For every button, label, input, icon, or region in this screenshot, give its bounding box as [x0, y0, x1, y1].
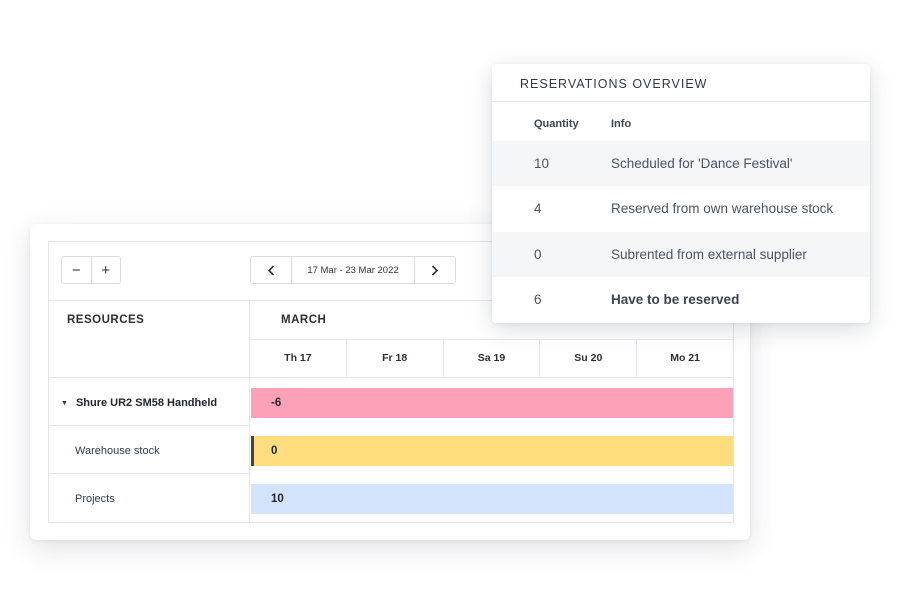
resources-header: RESOURCES	[67, 314, 145, 326]
table-row: 4 Reserved from own warehouse stock	[492, 186, 870, 231]
day-header[interactable]: Sa 19	[442, 339, 540, 377]
zoom-out-button[interactable]: −	[71, 261, 81, 279]
resource-row-shure-ur2[interactable]: ▼ Shure UR2 SM58 Handheld	[61, 394, 217, 412]
info-cell: Subrented from external supplier	[611, 247, 807, 262]
day-header[interactable]: Th 17	[284, 352, 312, 364]
resource-row-warehouse-stock[interactable]: Warehouse stock	[75, 442, 160, 460]
toolbar-divider	[49, 300, 733, 301]
month-divider	[250, 339, 733, 340]
chevron-left-icon	[267, 264, 275, 276]
month-label: MARCH	[281, 314, 327, 326]
row-divider	[49, 425, 250, 426]
popup-title: RESERVATIONS OVERVIEW	[520, 77, 708, 91]
quantity-cell: 0	[534, 247, 542, 262]
zoom-in-button[interactable]: +	[90, 257, 121, 283]
next-week-button[interactable]	[415, 257, 455, 283]
info-cell: Reserved from own warehouse stock	[611, 201, 834, 216]
quantity-cell: 6	[534, 292, 542, 307]
quantity-column-header: Quantity	[534, 118, 579, 130]
availability-bar-projects[interactable]: 10	[251, 484, 733, 514]
day-header-row: Th 17 Fr 18 Sa 19 Su 20 Mo 21	[250, 339, 733, 377]
popup-divider	[492, 101, 870, 102]
caret-down-icon[interactable]: ▼	[61, 399, 68, 407]
info-column-header: Info	[611, 118, 632, 130]
resource-name: Projects	[75, 493, 115, 505]
planner-toolbar: − + 17 Mar - 23 Mar 2022	[49, 242, 733, 300]
chevron-right-icon	[431, 264, 439, 276]
bar-value: 10	[271, 493, 284, 505]
table-row: 10 Scheduled for 'Dance Festival'	[492, 141, 870, 186]
info-cell: Have to be reserved	[611, 292, 740, 307]
table-row: 6 Have to be reserved	[492, 277, 870, 322]
quantity-cell: 10	[534, 156, 550, 171]
resource-name: Warehouse stock	[75, 445, 160, 457]
quantity-cell: 4	[534, 201, 542, 216]
reservations-overview-popup: RESERVATIONS OVERVIEW Quantity Info 10 S…	[492, 64, 870, 323]
header-divider	[49, 377, 733, 378]
day-header[interactable]: Su 20	[539, 339, 636, 377]
day-header[interactable]: Fr 18	[345, 339, 443, 377]
column-divider	[249, 300, 250, 522]
row-divider	[49, 473, 250, 474]
availability-bar-warehouse-stock[interactable]: 0	[251, 436, 733, 466]
resource-name: Shure UR2 SM58 Handheld	[75, 397, 218, 409]
bar-value: -6	[271, 397, 282, 409]
planner-grid: − + 17 Mar - 23 Mar 2022	[48, 241, 734, 523]
date-navigator: 17 Mar - 23 Mar 2022	[250, 256, 456, 284]
info-cell: Scheduled for 'Dance Festival'	[611, 156, 793, 171]
bar-value: 0	[271, 445, 278, 457]
date-range-label[interactable]: 17 Mar - 23 Mar 2022	[291, 257, 415, 283]
table-row: 0 Subrented from external supplier	[492, 232, 870, 277]
day-header[interactable]: Mo 21	[636, 339, 733, 377]
previous-week-button[interactable]	[251, 257, 291, 283]
zoom-controls: − +	[61, 256, 121, 284]
resource-row-projects[interactable]: Projects	[75, 490, 115, 508]
availability-bar-shure-ur2[interactable]: -6	[251, 388, 733, 418]
